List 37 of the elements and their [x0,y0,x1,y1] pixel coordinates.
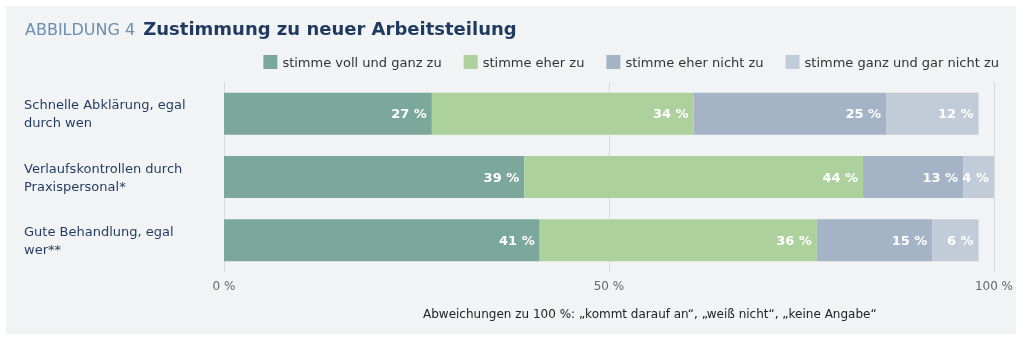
legend-label: stimme ganz und gar nicht zu [804,54,1000,70]
y-tick-label: Verlaufskontrollen durch Praxispersonal* [24,160,187,194]
data-label: 4 % [962,169,989,185]
bar [932,219,979,262]
bar [431,92,694,135]
text: ABBILDUNG 4 [25,19,136,39]
data-label: 15 % [891,232,928,248]
legend-label: stimme eher nicht zu [625,54,764,70]
data-label: 41 % [499,232,535,248]
text: Abweichungen zu 100 %: „kommt darauf an“, „weiß nicht“, „keine Angabe“ [423,307,877,321]
bar [224,219,540,262]
data-label: 13 % [922,169,959,185]
data-label: 12 % [937,106,974,122]
bar [693,92,887,135]
legend-label: stimme voll und ganz zu [282,54,442,70]
x-tick-label: 0 % [212,279,236,293]
bar [224,92,432,135]
data-label: 6 % [946,232,974,248]
x-tick-label: 50 % [593,279,625,293]
chart-title: Zustimmung zu neuer Arbeitsteilung [143,17,517,39]
y-tick-label: Gute Behandlung, egal wer** [24,223,178,257]
bar [816,219,933,262]
y-tick-label: Schnelle Abklärung, egal durch wen [24,97,190,131]
x-tick-label: 100 % [974,279,1013,293]
data-label: 39 % [483,169,520,185]
data-label: 44 % [822,169,859,185]
bar [224,156,525,198]
bar [863,156,964,198]
data-label: 25 % [845,106,882,122]
bar [963,156,994,198]
bar [524,156,864,198]
data-label: 36 % [776,232,812,248]
legend-label: stimme eher zu [482,54,585,70]
bar [886,92,979,135]
data-label: 34 % [653,106,689,122]
data-label: 27 % [391,106,427,122]
bar [539,219,817,262]
